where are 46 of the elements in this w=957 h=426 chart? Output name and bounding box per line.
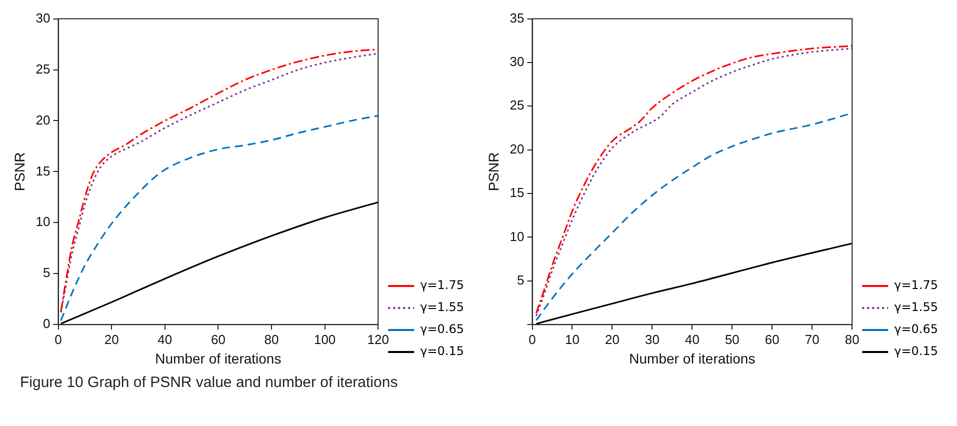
legend-label: γ=0.15 — [894, 344, 938, 358]
line-series — [60, 114, 378, 322]
y-tick-label: 5 — [43, 265, 50, 280]
x-tick-label: 30 — [644, 332, 660, 347]
y-tick-label: 10 — [36, 214, 50, 230]
caption: Figure 10 Graph of PSNR value and number of iterations — [20, 374, 399, 391]
x-tick-label: 0 — [54, 332, 62, 347]
legend-label: γ=0.65 — [894, 322, 938, 336]
x-tick-label: 80 — [264, 332, 279, 347]
x-tick-label: 0 — [528, 332, 536, 347]
y-tick-label: 15 — [36, 163, 50, 178]
y-axis-title: PSNR — [485, 152, 502, 192]
x-tick-label: 60 — [764, 332, 780, 347]
x-tick-label: 50 — [724, 332, 740, 347]
legend-label: γ=0.65 — [420, 322, 464, 336]
y-tick-label: 5 — [517, 272, 524, 288]
x-tick-label: 100 — [314, 332, 336, 347]
y-tick-label: 0 — [43, 316, 50, 332]
x-tick-label: 120 — [367, 332, 389, 347]
y-tick-label: 25 — [510, 98, 524, 113]
y-tick-label: 10 — [510, 228, 524, 244]
y-axis-title: PSNR — [11, 152, 28, 192]
legend-label: γ=1.55 — [420, 300, 464, 314]
x-axis-title: Number of iterations — [629, 350, 756, 366]
y-tick-label: 15 — [510, 185, 524, 200]
y-tick-label: 20 — [36, 112, 50, 128]
y-tick-label: 30 — [510, 54, 524, 70]
line-series — [60, 201, 378, 324]
x-tick-label: 60 — [210, 332, 226, 347]
x-tick-label: 20 — [604, 332, 620, 347]
legend-label: γ=1.55 — [894, 300, 938, 314]
legend-label: γ=1.75 — [420, 278, 464, 292]
x-tick-label: 40 — [684, 332, 700, 347]
x-tick-label: 20 — [104, 332, 119, 347]
line-series — [535, 242, 852, 325]
legend-label: γ=0.15 — [420, 344, 464, 358]
x-tick-label: 70 — [804, 332, 820, 347]
y-tick-label: 25 — [36, 61, 50, 76]
y-tick-label: 30 — [36, 10, 50, 26]
x-tick-label: 40 — [158, 332, 172, 347]
y-tick-label: 20 — [510, 141, 524, 156]
legend-label: γ=1.75 — [894, 278, 938, 292]
x-tick-label: 10 — [565, 332, 580, 347]
y-tick-label: 35 — [510, 10, 524, 26]
x-axis-title: Number of iterations — [155, 350, 282, 366]
x-tick-label: 80 — [844, 332, 860, 347]
